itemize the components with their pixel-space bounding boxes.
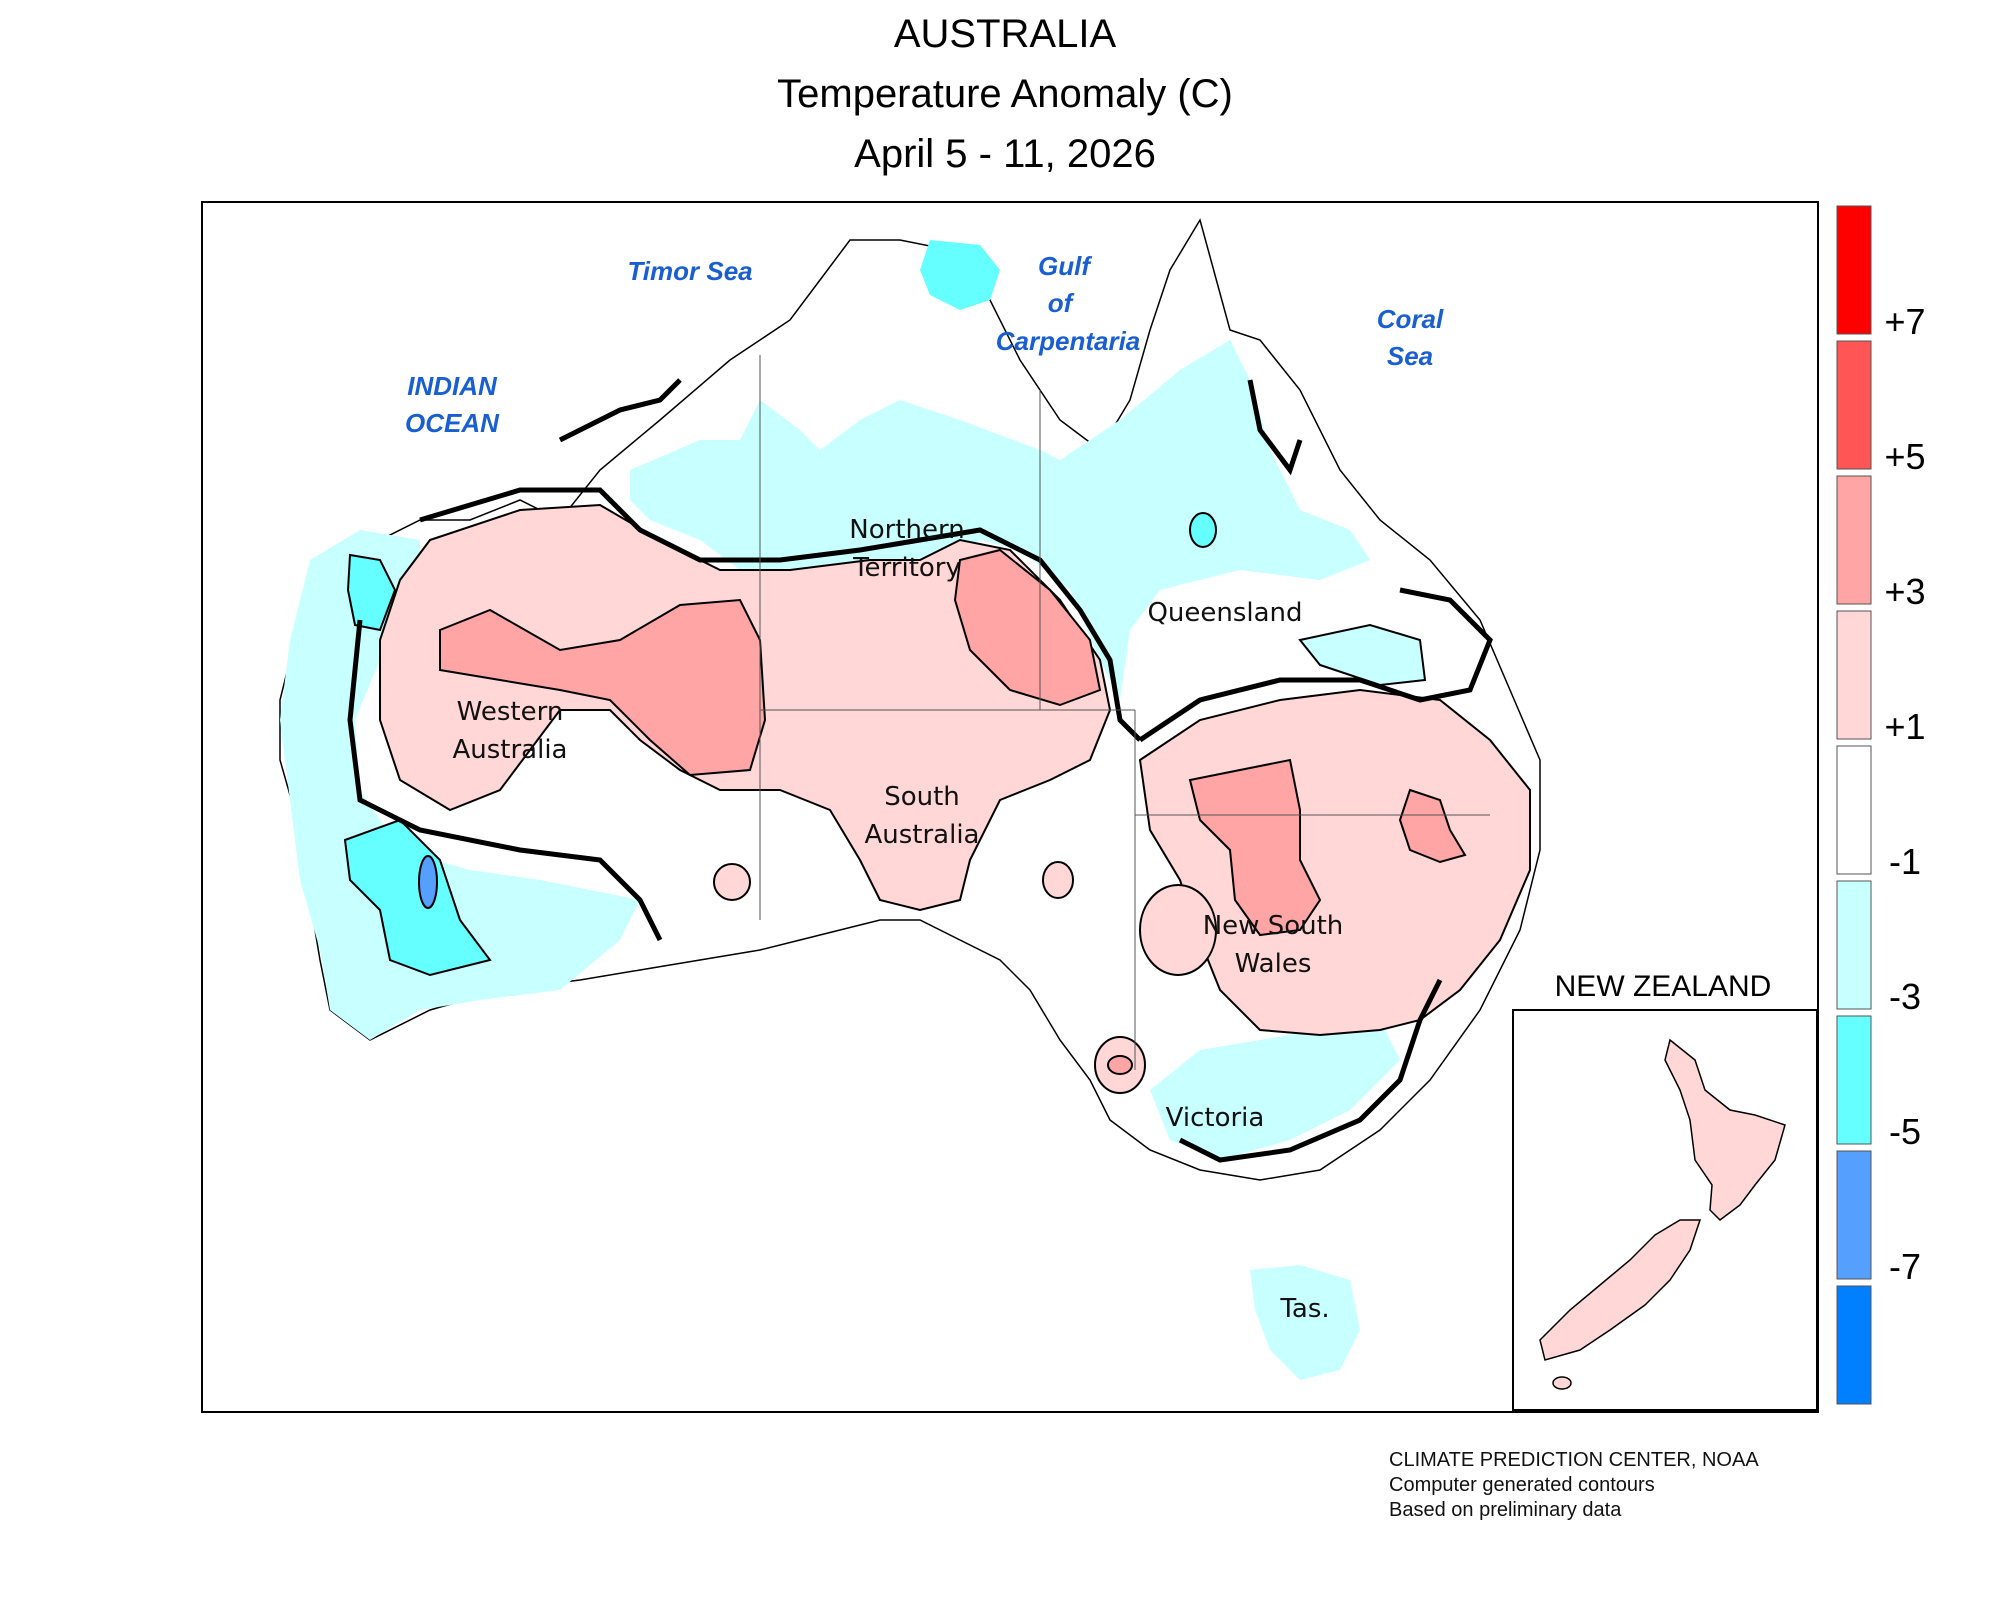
legend-swatch — [1836, 745, 1872, 875]
legend-swatch — [1836, 610, 1872, 740]
map-subtitle: Temperature Anomaly (C) — [777, 72, 1233, 116]
sea-label-indian: INDIAN — [407, 371, 498, 401]
zero-contour-west — [347, 487, 1142, 942]
legend-tick-label: +7 — [1884, 301, 1926, 342]
cool-anomaly-west-coast — [280, 530, 640, 1040]
cool-anomaly-tasmania — [1250, 1265, 1360, 1380]
cool-anomaly-north — [630, 340, 1370, 700]
legend-tick-label: -5 — [1888, 1111, 1921, 1152]
state-label-wa-australia: Australia — [452, 735, 567, 765]
legend-swatch — [1836, 475, 1872, 605]
new-zealand-north-island — [1664, 1038, 1786, 1221]
warm-core-wa — [439, 598, 767, 777]
state-label-northern: Northern — [849, 515, 964, 545]
warm-core-nt — [953, 548, 1102, 707]
warm-core-nsw — [1188, 758, 1322, 937]
legend-swatch — [1836, 205, 1872, 335]
state-label-wales: Wales — [1235, 949, 1312, 979]
new-zealand-stewart-island — [1552, 1376, 1572, 1390]
state-label-new-south: New South — [1203, 911, 1344, 941]
legend-swatch — [1836, 1015, 1872, 1145]
credits: CLIMATE PREDICTION CENTER, NOAA Computer… — [1389, 1448, 1759, 1523]
sea-label-sea: Sea — [1387, 341, 1433, 371]
state-labels: Northern Territory Queensland Western Au… — [452, 515, 1343, 1324]
sea-label-of: of — [1048, 288, 1075, 318]
sea-label-carpentaria: Carpentaria — [996, 326, 1141, 356]
legend-swatch — [1836, 340, 1872, 470]
legend-tick-label: +1 — [1884, 706, 1926, 747]
warm-anomaly-sa-spot — [1139, 884, 1217, 976]
legend-color-bar — [1836, 205, 1872, 1405]
map-date-range: April 5 - 11, 2026 — [854, 132, 1156, 176]
sea-labels: Timor Sea Gulf of Carpentaria Coral Sea … — [405, 251, 1444, 438]
state-label-western: Western — [457, 697, 564, 727]
map-title: AUSTRALIA — [893, 12, 1117, 56]
new-zealand-south-island — [1539, 1219, 1702, 1361]
state-label-tasmania: Tas. — [1279, 1294, 1329, 1324]
warm-anomaly-sa-west — [713, 863, 751, 901]
cool-anomaly-cape-york — [920, 240, 1000, 310]
cool-anomaly-sw-core — [343, 818, 492, 977]
legend-swatch — [1836, 880, 1872, 1010]
credit-data-note: Based on preliminary data — [1389, 1499, 1622, 1521]
state-label-south: South — [884, 782, 960, 812]
zero-contour-east — [1138, 587, 1493, 1163]
new-zealand-inset-title: NEW ZEALAND — [1555, 970, 1772, 1003]
cool-anomaly-qld-east — [1298, 623, 1427, 687]
legend-swatch — [1836, 1150, 1872, 1280]
warm-core-nsw-east — [1398, 788, 1467, 864]
legend-tick-label: +3 — [1884, 571, 1926, 612]
sea-label-ocean: OCEAN — [405, 408, 500, 438]
warm-anomaly-sa-east — [1042, 861, 1074, 899]
state-label-sa-australia: Australia — [864, 820, 979, 850]
credit-agency: CLIMATE PREDICTION CENTER, NOAA — [1389, 1449, 1759, 1471]
legend-swatch — [1836, 1285, 1872, 1405]
zero-contour-north — [558, 378, 1303, 476]
state-label-victoria: Victoria — [1166, 1103, 1265, 1133]
legend-tick-label: -7 — [1888, 1246, 1921, 1287]
state-label-queensland: Queensland — [1147, 598, 1302, 628]
cool-anomaly-victoria — [1150, 1020, 1400, 1160]
cool-anomaly-qld-pocket — [1189, 512, 1217, 548]
sea-label-coral: Coral — [1377, 304, 1444, 334]
state-borders — [759, 355, 1490, 1070]
sea-label-timor: Timor Sea — [627, 256, 752, 286]
state-label-territory: Territory — [852, 553, 961, 583]
legend-tick-label: -3 — [1888, 976, 1921, 1017]
legend-tick-label: -1 — [1888, 841, 1921, 882]
sea-label-gulf: Gulf — [1038, 251, 1092, 281]
cool-anomaly-nw-pocket — [346, 553, 397, 632]
legend-tick-label: +5 — [1884, 436, 1926, 477]
warm-core-sa-coast — [1107, 1055, 1133, 1075]
cool-anomaly-sw-min — [418, 855, 438, 909]
credit-contours: Computer generated contours — [1389, 1474, 1655, 1496]
